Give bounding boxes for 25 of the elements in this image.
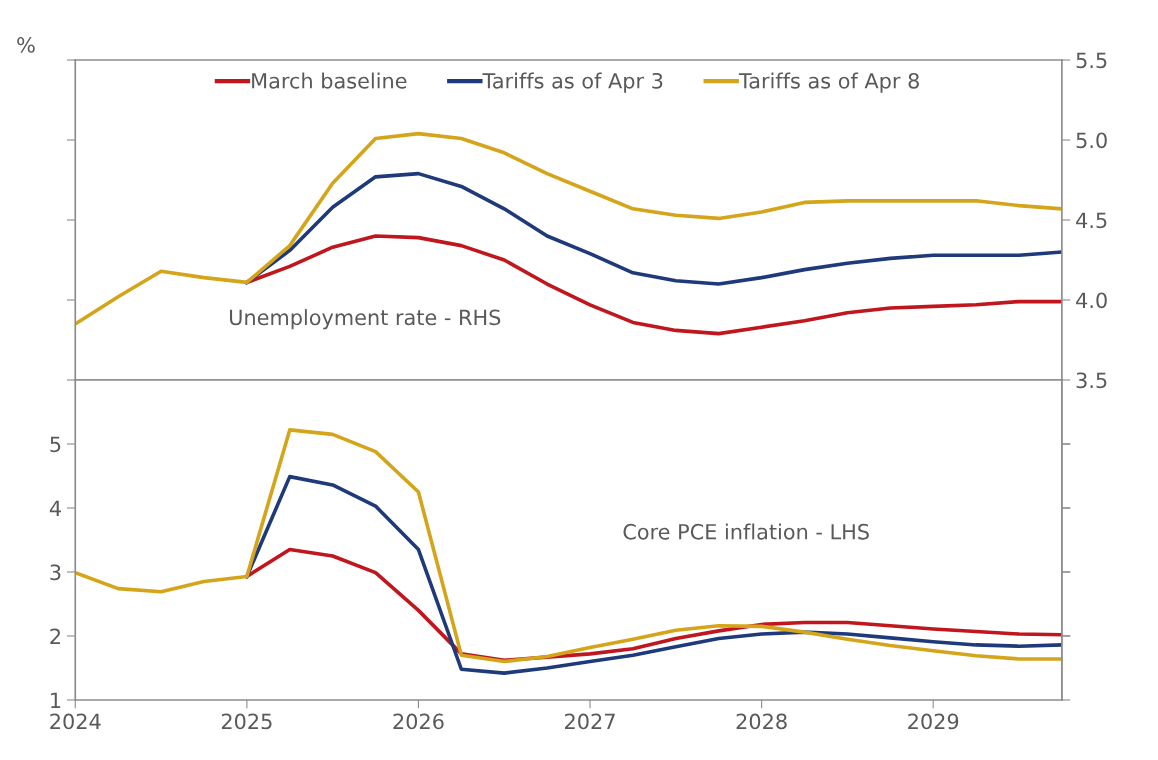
y-tick-label: 3 <box>50 564 61 581</box>
legend-label: March baseline <box>252 72 407 89</box>
line-series <box>245 171 1062 286</box>
x-tick-label: 2024 <box>50 713 101 730</box>
y2-tick-label: 3.5 <box>1076 372 1107 389</box>
x-tick-label: 2028 <box>736 713 787 730</box>
y2-tick-label: 4.0 <box>1076 292 1107 309</box>
annotation: Core PCE inflation - LHS <box>623 523 869 540</box>
y2-tick-label: 4.5 <box>1076 212 1107 229</box>
annotation: Unemployment rate - RHS <box>230 309 501 330</box>
y-tick-label: 5 <box>50 436 61 453</box>
legend-label: Tariffs as of Apr 3 <box>482 72 663 93</box>
y-tick-label: 1 <box>51 692 61 708</box>
y2-tick-label: 5.0 <box>1076 132 1107 149</box>
legend-label: Tariffs as of Apr 8 <box>738 72 919 93</box>
y-tick-label: 4 <box>49 500 61 516</box>
line-series <box>245 474 1062 675</box>
x-tick-label: 2026 <box>393 713 444 730</box>
x-tick-label: 2025 <box>221 713 272 730</box>
x-tick-label: 2029 <box>908 713 959 730</box>
x-tick-label: 2027 <box>565 713 615 730</box>
y2-tick-label: 5.5 <box>1076 52 1107 69</box>
line-series <box>75 428 1062 664</box>
y-axis-title: % <box>17 37 35 53</box>
y-tick-label: 2 <box>50 628 60 644</box>
